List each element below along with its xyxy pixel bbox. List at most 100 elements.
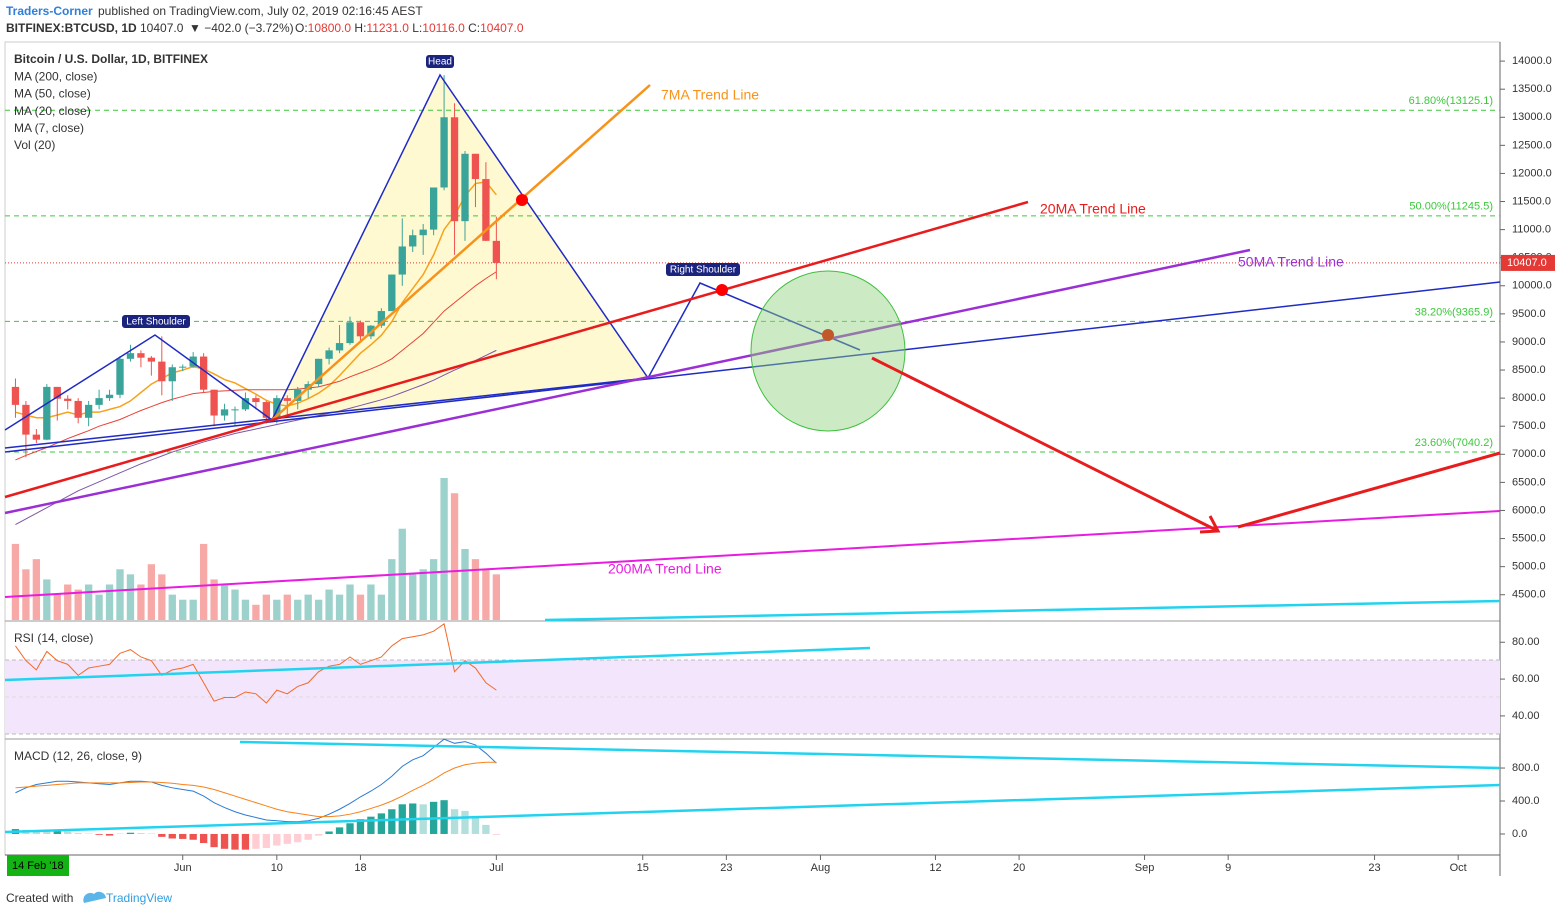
x-tick-label: Jun	[174, 862, 192, 874]
last-price-box	[1501, 254, 1555, 271]
x-tick-label: 23	[1368, 862, 1380, 874]
range-start: 14 Feb '18	[12, 860, 64, 872]
macd-hist	[325, 831, 333, 834]
macd-title: MACD (12, 26, close, 9)	[14, 749, 142, 763]
logo	[83, 891, 106, 903]
volume-bar	[220, 584, 229, 620]
change-value: −402.0 (−3.72%)	[204, 21, 293, 35]
legend-entry: MA (50, close)	[14, 87, 91, 101]
macd-hist	[346, 823, 354, 834]
drawings	[4, 73, 1501, 834]
candle-body	[137, 353, 145, 358]
h-v: 11231.0	[366, 21, 409, 35]
macd-hist	[210, 833, 218, 848]
volume-bar	[43, 579, 51, 620]
candle-body	[450, 117, 459, 222]
macd-hist	[356, 819, 365, 834]
volume-bar	[346, 584, 354, 620]
volume-bar	[419, 569, 427, 620]
volume-bar	[429, 559, 438, 620]
volume-bar	[53, 594, 61, 620]
macd-hist	[262, 833, 271, 848]
candle-body	[231, 409, 239, 411]
macd-hist	[64, 831, 72, 834]
ohlc: O:10800.0 H:11231.0 L:10116.0 C:10407.0	[295, 21, 524, 35]
volume-bar	[273, 599, 281, 620]
macd-hist	[450, 809, 459, 834]
candle-body	[356, 322, 365, 337]
macd-hist	[471, 815, 480, 834]
volume-bar	[126, 574, 135, 620]
dot	[822, 329, 834, 341]
legend-entry: MA (200, close)	[14, 69, 97, 83]
candle-body	[273, 398, 281, 418]
volume-bar	[492, 574, 501, 620]
candle-body	[179, 366, 187, 368]
macd-hist	[231, 833, 239, 850]
candle-body	[377, 311, 386, 326]
y-tick-label: 6000.0	[1512, 504, 1546, 516]
macd-hist	[294, 833, 302, 843]
volume-bar	[314, 599, 323, 620]
volume-bar	[22, 569, 30, 620]
volume-bar	[147, 564, 156, 620]
ma50-trend	[4, 248, 1251, 515]
candle-body	[241, 398, 250, 410]
macd-hist	[252, 833, 260, 849]
dot	[516, 194, 528, 206]
signal-line	[15, 761, 497, 818]
l-v: 10116.0	[422, 21, 465, 35]
o: O:	[295, 21, 308, 35]
x-tick-label: 9	[1225, 862, 1231, 874]
macd-trend	[239, 740, 1501, 770]
brand[interactable]: TradingView	[106, 891, 172, 905]
y-tick-label: 11000.0	[1512, 224, 1551, 236]
y-tick-label: 800.0	[1512, 762, 1540, 774]
candle-body	[325, 350, 333, 359]
y-tick-label: 0.0	[1512, 828, 1527, 840]
candle-body	[440, 117, 448, 188]
change: ▼ −402.0 (−3.72%)	[189, 21, 294, 35]
y-tick-label: 60.00	[1512, 673, 1540, 685]
volume-bar	[461, 549, 469, 620]
macd-hist	[335, 827, 344, 834]
candle-body	[314, 358, 323, 385]
x-tick-label: 20	[1013, 862, 1025, 874]
published: published on TradingView.com, July 02, 2…	[98, 4, 423, 18]
candle-body	[398, 246, 406, 275]
volume-bar	[168, 594, 176, 620]
y-tick-label: 400.0	[1512, 795, 1540, 807]
volume-bar	[11, 543, 20, 620]
macd-hist	[43, 831, 51, 834]
head-label: Head	[428, 57, 452, 68]
y-tick-label: 9500.0	[1512, 308, 1546, 320]
candle-body	[105, 394, 114, 399]
author[interactable]: Traders-Corner	[6, 4, 93, 18]
volume-bar	[95, 594, 103, 620]
fib-label: 50.00%(11245.5)	[1409, 201, 1493, 213]
candle-body	[346, 322, 354, 344]
volume-bar	[32, 559, 41, 620]
candle-body	[388, 274, 396, 312]
macd-hist	[189, 833, 197, 840]
ls-label: Left Shoulder	[126, 317, 186, 328]
macd-hist	[105, 833, 114, 836]
candle-body	[220, 409, 229, 416]
macd-hist	[137, 833, 145, 834]
y-tick-label: 10000.0	[1512, 280, 1552, 292]
macd-hist	[492, 833, 501, 835]
candle-body	[429, 187, 438, 230]
candle-body	[262, 402, 271, 418]
label-box	[666, 263, 740, 276]
x-tick-label: Sep	[1135, 862, 1155, 874]
candle-body	[210, 389, 218, 416]
cyan-trend	[544, 599, 1501, 622]
l: L:	[412, 21, 422, 35]
macd-hist	[304, 833, 312, 840]
y-tick-label: 8000.0	[1512, 392, 1546, 404]
volume-bar	[294, 599, 302, 620]
candle-body	[43, 386, 51, 440]
candle-body	[147, 357, 156, 362]
macd-hist	[388, 809, 396, 834]
